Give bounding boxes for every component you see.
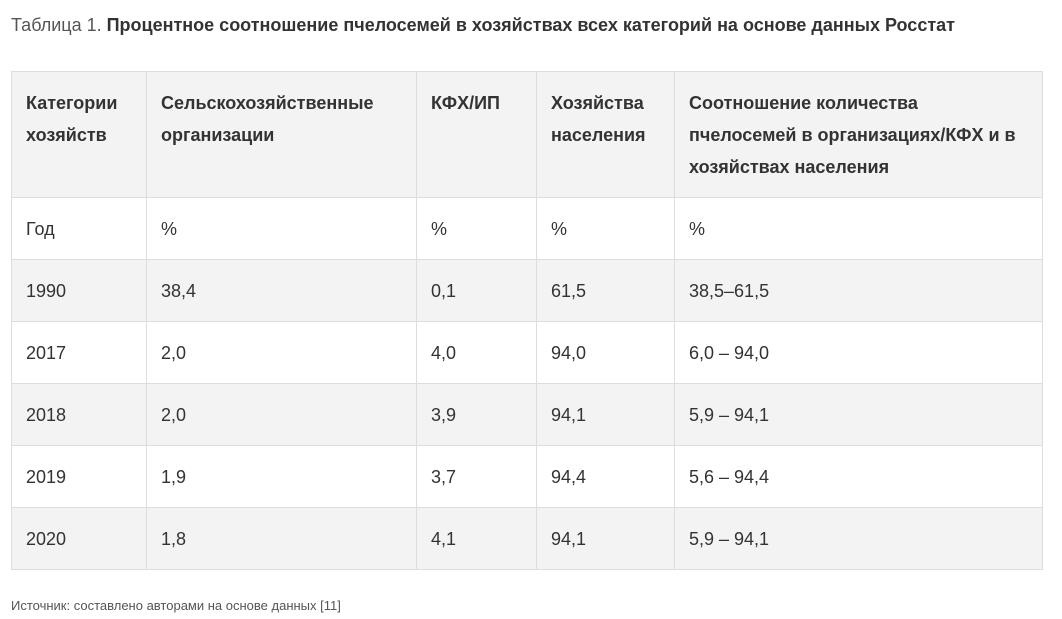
table-cell: 3,7	[416, 445, 537, 508]
table-cell: 4,0	[416, 321, 537, 384]
table-row: 2020 1,8 4,1 94,1 5,9 – 94,1	[11, 507, 1043, 570]
table-cell: 5,9 – 94,1	[674, 383, 1043, 446]
table-cell: 1,8	[146, 507, 417, 570]
table-cell: 94,0	[536, 321, 675, 384]
table-cell: 2020	[11, 507, 147, 570]
header-cell-category: Категории хозяйств	[11, 71, 147, 198]
caption-prefix: Таблица 1.	[11, 15, 102, 35]
table-cell: 38,4	[146, 259, 417, 322]
table-row: 2017 2,0 4,0 94,0 6,0 – 94,0	[11, 321, 1043, 384]
table-cell: 2,0	[146, 383, 417, 446]
table-header-row: Категории хозяйств Сельскохозяйственные …	[11, 71, 1043, 198]
header-cell-kfh: КФХ/ИП	[416, 71, 537, 198]
data-table: Категории хозяйств Сельскохозяйственные …	[11, 71, 1043, 570]
table-cell: 94,4	[536, 445, 675, 508]
table-cell: %	[416, 197, 537, 260]
table-cell: 1,9	[146, 445, 417, 508]
table-cell: 4,1	[416, 507, 537, 570]
table-row: 2019 1,9 3,7 94,4 5,6 – 94,4	[11, 445, 1043, 508]
table-cell: %	[146, 197, 417, 260]
table-row: 2018 2,0 3,9 94,1 5,9 – 94,1	[11, 383, 1043, 446]
table-row: 1990 38,4 0,1 61,5 38,5–61,5	[11, 259, 1043, 322]
table-cell: 3,9	[416, 383, 537, 446]
table-cell: 0,1	[416, 259, 537, 322]
table-cell: %	[674, 197, 1043, 260]
header-cell-ratio: Соотношение количества пчелосемей в орга…	[674, 71, 1043, 198]
source-note: Источник: составлено авторами на основе …	[11, 598, 341, 613]
header-cell-agri-orgs: Сельскохозяйственные организации	[146, 71, 417, 198]
table-cell: 1990	[11, 259, 147, 322]
table-cell: 5,6 – 94,4	[674, 445, 1043, 508]
header-cell-households: Хозяйства населения	[536, 71, 675, 198]
table-cell: 5,9 – 94,1	[674, 507, 1043, 570]
table-cell: 6,0 – 94,0	[674, 321, 1043, 384]
table-cell: 38,5–61,5	[674, 259, 1043, 322]
table-cell: 94,1	[536, 383, 675, 446]
caption-title: Процентное соотношение пчелосемей в хозя…	[106, 15, 955, 35]
table-cell: 61,5	[536, 259, 675, 322]
table-cell: 2,0	[146, 321, 417, 384]
table-row: Год % % % %	[11, 197, 1043, 260]
table-caption: Таблица 1. Процентное соотношение пчелос…	[11, 14, 955, 36]
table-cell: Год	[11, 197, 147, 260]
table-cell: %	[536, 197, 675, 260]
table-cell: 2019	[11, 445, 147, 508]
table-cell: 2018	[11, 383, 147, 446]
table-cell: 2017	[11, 321, 147, 384]
table-cell: 94,1	[536, 507, 675, 570]
